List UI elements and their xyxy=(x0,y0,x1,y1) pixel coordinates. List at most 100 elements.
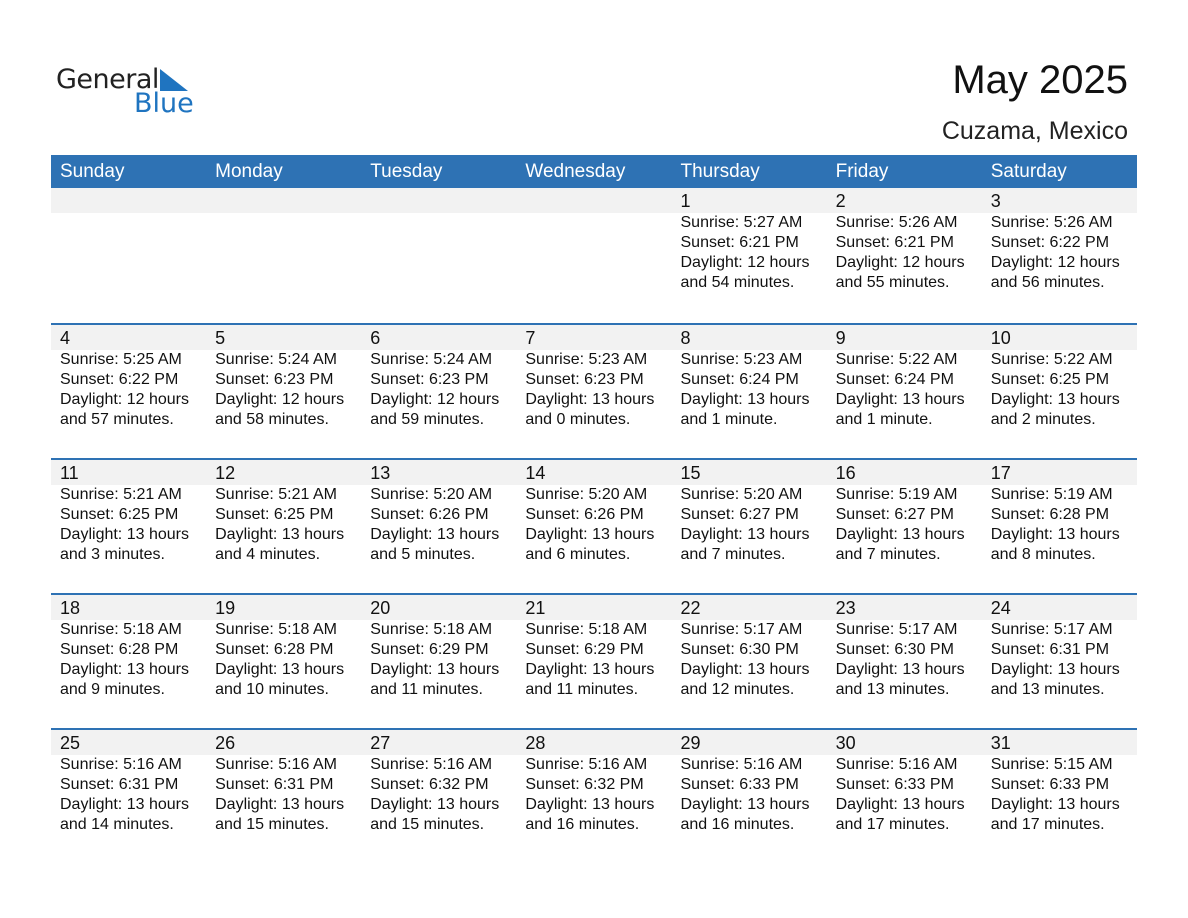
daylight-text: Daylight: 13 hours xyxy=(680,661,810,678)
day-number: 13 xyxy=(370,463,391,483)
sunrise-text: Sunrise: 5:19 AM xyxy=(990,486,1113,503)
day-cell: 26 Sunrise: 5:16 AM Sunset: 6:31 PM Dayligh… xyxy=(206,730,361,863)
daylight-minutes-text: and 15 minutes. xyxy=(370,816,485,833)
daylight-minutes-text: and 11 minutes. xyxy=(370,681,483,698)
sunset-text: Sunset: 6:30 PM xyxy=(680,641,799,658)
sunrise-text: Sunrise: 5:24 AM xyxy=(215,351,337,368)
daylight-text: Daylight: 12 hours xyxy=(990,254,1120,271)
sunset-text: Sunset: 6:33 PM xyxy=(680,776,799,793)
day-cell: 8 Sunrise: 5:23 AM Sunset: 6:24 PM Daylight… xyxy=(672,325,827,458)
daylight-text: Daylight: 13 hours xyxy=(525,661,655,678)
daylight-minutes-text: and 16 minutes. xyxy=(680,816,795,833)
week-row: 1 Sunrise: 5:27 AM Sunset: 6:21 PM Daylight… xyxy=(51,188,1137,323)
sunrise-text: Sunrise: 5:24 AM xyxy=(370,351,493,368)
sunrise-text: Sunrise: 5:20 AM xyxy=(525,486,648,503)
daylight-text: Daylight: 13 hours xyxy=(680,526,810,543)
day-number: 17 xyxy=(990,463,1011,483)
day-cell: 18 Sunrise: 5:18 AM Sunset: 6:28 PM Dayligh… xyxy=(51,595,206,728)
day-cell: 21 Sunrise: 5:18 AM Sunset: 6:29 PM Dayligh… xyxy=(516,595,671,728)
day-cell: 9 Sunrise: 5:22 AM Sunset: 6:24 PM Daylight… xyxy=(827,325,982,458)
empty-day-cell xyxy=(516,188,671,323)
sunset-text: Sunset: 6:22 PM xyxy=(990,234,1110,251)
day-number: 1 xyxy=(680,191,691,211)
daylight-minutes-text: and 59 minutes. xyxy=(370,411,485,428)
daylight-minutes-text: and 3 minutes. xyxy=(60,546,165,563)
day-number: 7 xyxy=(525,328,536,348)
daylight-text: Daylight: 13 hours xyxy=(370,796,500,813)
day-number: 29 xyxy=(680,733,701,753)
daylight-minutes-text: and 58 minutes. xyxy=(215,411,329,428)
daylight-text: Daylight: 13 hours xyxy=(215,661,345,678)
day-number: 16 xyxy=(835,463,856,483)
sunset-text: Sunset: 6:33 PM xyxy=(835,776,954,793)
sunset-text: Sunset: 6:31 PM xyxy=(60,776,179,793)
day-number: 28 xyxy=(525,733,546,753)
day-number: 8 xyxy=(680,328,691,348)
sunrise-text: Sunrise: 5:18 AM xyxy=(525,621,648,638)
week-row: 25 Sunrise: 5:16 AM Sunset: 6:31 PM Dayligh… xyxy=(51,728,1137,863)
weekday-header: Sunday Monday Tuesday Wednesday Thursday Frid… xyxy=(51,155,1137,188)
sunrise-text: Sunrise: 5:25 AM xyxy=(60,351,182,368)
sunset-text: Sunset: 6:26 PM xyxy=(525,506,644,523)
day-cell: 5 Sunrise: 5:24 AM Sunset: 6:23 PM Daylight… xyxy=(206,325,361,458)
day-cell: 19 Sunrise: 5:18 AM Sunset: 6:28 PM Dayligh… xyxy=(206,595,361,728)
sunset-text: Sunset: 6:23 PM xyxy=(525,371,644,388)
sunset-text: Sunset: 6:23 PM xyxy=(215,371,334,388)
day-cell: 13 Sunrise: 5:20 AM Sunset: 6:26 PM Dayligh… xyxy=(361,460,516,593)
day-cell: 10 Sunrise: 5:22 AM Sunset: 6:25 PM Dayligh… xyxy=(982,325,1137,458)
daylight-minutes-text: and 55 minutes. xyxy=(835,274,950,291)
sunset-text: Sunset: 6:21 PM xyxy=(835,234,954,251)
sunrise-text: Sunrise: 5:27 AM xyxy=(680,214,803,231)
day-number: 20 xyxy=(370,598,391,618)
weekday-sunday: Sunday xyxy=(60,161,125,182)
day-cell: 3 Sunrise: 5:26 AM Sunset: 6:22 PM Daylight… xyxy=(982,188,1137,323)
empty-day-cell xyxy=(51,188,206,323)
day-cell: 31 Sunrise: 5:15 AM Sunset: 6:33 PM Dayligh… xyxy=(982,730,1137,863)
weekday-monday: Monday xyxy=(215,161,283,182)
day-cell: 20 Sunrise: 5:18 AM Sunset: 6:29 PM Dayligh… xyxy=(361,595,516,728)
daylight-minutes-text: and 13 minutes. xyxy=(990,681,1105,698)
day-number: 10 xyxy=(990,328,1011,348)
day-cell: 17 Sunrise: 5:19 AM Sunset: 6:28 PM Dayligh… xyxy=(982,460,1137,593)
daylight-minutes-text: and 1 minute. xyxy=(835,411,933,428)
day-number: 30 xyxy=(835,733,856,753)
day-cell: 29 Sunrise: 5:16 AM Sunset: 6:33 PM Dayligh… xyxy=(672,730,827,863)
sunset-text: Sunset: 6:28 PM xyxy=(990,506,1110,523)
sunset-text: Sunset: 6:21 PM xyxy=(680,234,799,251)
day-cell: 23 Sunrise: 5:17 AM Sunset: 6:30 PM Dayligh… xyxy=(827,595,982,728)
day-number-band xyxy=(51,325,1137,350)
day-cell: 1 Sunrise: 5:27 AM Sunset: 6:21 PM Daylight… xyxy=(672,188,827,323)
day-cell: 14 Sunrise: 5:20 AM Sunset: 6:26 PM Dayligh… xyxy=(516,460,671,593)
week-row: 18 Sunrise: 5:18 AM Sunset: 6:28 PM Dayligh… xyxy=(51,593,1137,728)
day-cell: 11 Sunrise: 5:21 AM Sunset: 6:25 PM Dayligh… xyxy=(51,460,206,593)
daylight-minutes-text: and 4 minutes. xyxy=(215,546,321,563)
daylight-minutes-text: and 8 minutes. xyxy=(990,546,1096,563)
sunrise-text: Sunrise: 5:21 AM xyxy=(60,486,182,503)
daylight-minutes-text: and 17 minutes. xyxy=(835,816,950,833)
day-cell: 28 Sunrise: 5:16 AM Sunset: 6:32 PM Dayligh… xyxy=(516,730,671,863)
day-number-band xyxy=(51,188,1137,213)
day-cell: 15 Sunrise: 5:20 AM Sunset: 6:27 PM Dayligh… xyxy=(672,460,827,593)
daylight-text: Daylight: 13 hours xyxy=(835,661,965,678)
page-title: May 2025 xyxy=(952,58,1128,102)
sunrise-text: Sunrise: 5:16 AM xyxy=(60,756,182,773)
day-cell: 12 Sunrise: 5:21 AM Sunset: 6:25 PM Dayligh… xyxy=(206,460,361,593)
sunrise-text: Sunrise: 5:26 AM xyxy=(990,214,1113,231)
day-cell: 25 Sunrise: 5:16 AM Sunset: 6:31 PM Dayligh… xyxy=(51,730,206,863)
sunset-text: Sunset: 6:27 PM xyxy=(835,506,954,523)
daylight-minutes-text: and 2 minutes. xyxy=(990,411,1096,428)
sunset-text: Sunset: 6:31 PM xyxy=(215,776,334,793)
day-number: 6 xyxy=(370,328,381,348)
daylight-text: Daylight: 13 hours xyxy=(370,526,500,543)
daylight-minutes-text: and 17 minutes. xyxy=(990,816,1105,833)
sunrise-text: Sunrise: 5:20 AM xyxy=(370,486,493,503)
daylight-text: Daylight: 13 hours xyxy=(835,796,965,813)
day-number: 12 xyxy=(215,463,236,483)
daylight-minutes-text: and 7 minutes. xyxy=(835,546,941,563)
sunset-text: Sunset: 6:25 PM xyxy=(60,506,179,523)
sunrise-text: Sunrise: 5:23 AM xyxy=(680,351,803,368)
daylight-text: Daylight: 13 hours xyxy=(60,796,189,813)
daylight-minutes-text: and 12 minutes. xyxy=(680,681,795,698)
weekday-friday: Friday xyxy=(835,161,889,182)
